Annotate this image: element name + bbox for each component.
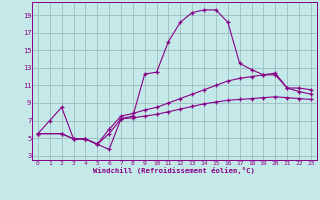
X-axis label: Windchill (Refroidissement éolien,°C): Windchill (Refroidissement éolien,°C)	[93, 167, 255, 174]
